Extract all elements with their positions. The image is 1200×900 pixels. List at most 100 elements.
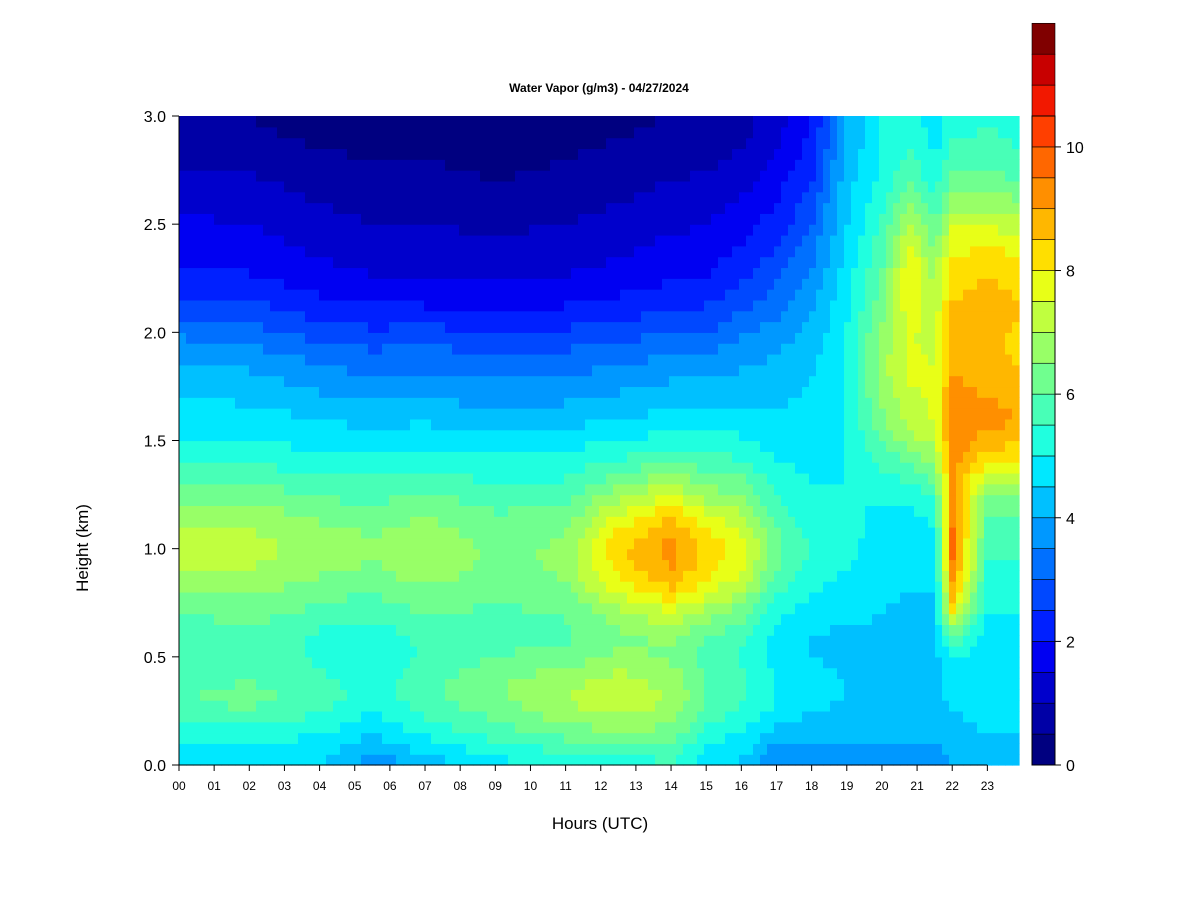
heatmap-cell [417,581,425,593]
heatmap-cell [662,613,670,625]
heatmap-cell [361,299,369,312]
heatmap-cell [340,710,348,723]
heatmap-cell [543,321,551,333]
heatmap-cell [312,451,320,463]
heatmap-cell [508,494,516,506]
heatmap-cell [221,397,229,409]
heatmap-cell [459,440,467,452]
heatmap-cell [522,624,530,636]
heatmap-cell [494,613,502,625]
heatmap-cell [221,559,229,571]
heatmap-cell [256,310,264,323]
heatmap-cell [179,245,187,258]
heatmap-cell [452,343,460,355]
heatmap-cell [368,148,376,160]
heatmap-cell [221,516,229,528]
heatmap-cell [291,527,299,539]
heatmap-cell [508,364,516,377]
heatmap-cell [662,386,670,398]
heatmap-cell [431,191,439,204]
heatmap-cell [305,591,313,604]
heatmap-cell [207,472,215,485]
heatmap-cell [452,245,460,258]
heatmap-cell [424,397,432,409]
heatmap-cell [228,321,236,333]
heatmap-cell [578,386,586,398]
heatmap-cell [620,570,628,582]
heatmap-cell [291,159,299,171]
heatmap-cell [207,116,215,128]
heatmap-cell [340,646,348,658]
heatmap-cell [648,234,656,247]
heatmap-cell [277,224,285,236]
heatmap-cell [403,386,411,398]
heatmap-cell [746,602,754,615]
heatmap-cell [739,656,747,669]
heatmap-cell [277,689,285,701]
heatmap-cell [242,689,250,701]
heatmap-cell [522,126,530,139]
heatmap-cell [557,440,565,452]
heatmap-cell [466,635,474,647]
heatmap-cell [592,180,600,193]
heatmap-cell [200,646,208,658]
heatmap-cell [606,310,614,323]
heatmap-cell [760,646,768,658]
heatmap-cell [753,700,761,712]
heatmap-cell [473,224,481,236]
heatmap-cell [704,278,712,290]
heatmap-cell [669,732,677,744]
heatmap-cell [431,548,439,561]
heatmap-cell [200,267,208,279]
heatmap-cell [585,516,593,528]
heatmap-cell [480,418,488,431]
heatmap-cell [326,126,334,139]
heatmap-cell [732,353,740,366]
heatmap-cell [249,245,257,258]
heatmap-cell [277,635,285,647]
heatmap-cell [522,267,530,279]
heatmap-cell [585,462,593,474]
heatmap-cell [746,364,754,377]
heatmap-cell [361,635,369,647]
heatmap-cell [277,148,285,160]
heatmap-cell [536,602,544,615]
heatmap-cell [410,148,418,160]
heatmap-cell [221,451,229,463]
heatmap-cell [585,224,593,236]
heatmap-cell [368,299,376,312]
heatmap-cell [494,754,502,766]
heatmap-cell [753,364,761,377]
heatmap-cell [375,148,383,160]
heatmap-cell [578,689,586,701]
heatmap-cell [543,754,551,766]
heatmap-cell [487,137,495,150]
heatmap-cell [739,462,747,474]
heatmap-cell [410,700,418,712]
heatmap-cell [389,624,397,636]
heatmap-cell [522,667,530,680]
heatmap-cell [711,537,719,550]
heatmap-cell [459,310,467,323]
heatmap-cell [557,559,565,571]
heatmap-cell [382,299,390,312]
heatmap-cell [347,386,355,398]
heatmap-cell [396,289,404,301]
heatmap-cell [291,170,299,182]
heatmap-cell [592,440,600,452]
heatmap-cell [704,148,712,160]
heatmap-cell [557,202,565,214]
heatmap-cell [305,646,313,658]
heatmap-cell [305,537,313,550]
heatmap-cell [235,180,243,193]
heatmap-cell [347,570,355,582]
heatmap-cell [312,126,320,139]
heatmap-cell [753,408,761,420]
heatmap-cell [214,743,222,755]
heatmap-cell [585,537,593,550]
heatmap-cell [515,116,523,128]
heatmap-cell [368,267,376,279]
heatmap-cell [389,353,397,366]
heatmap-cell [193,170,201,182]
heatmap-cell [263,289,271,301]
